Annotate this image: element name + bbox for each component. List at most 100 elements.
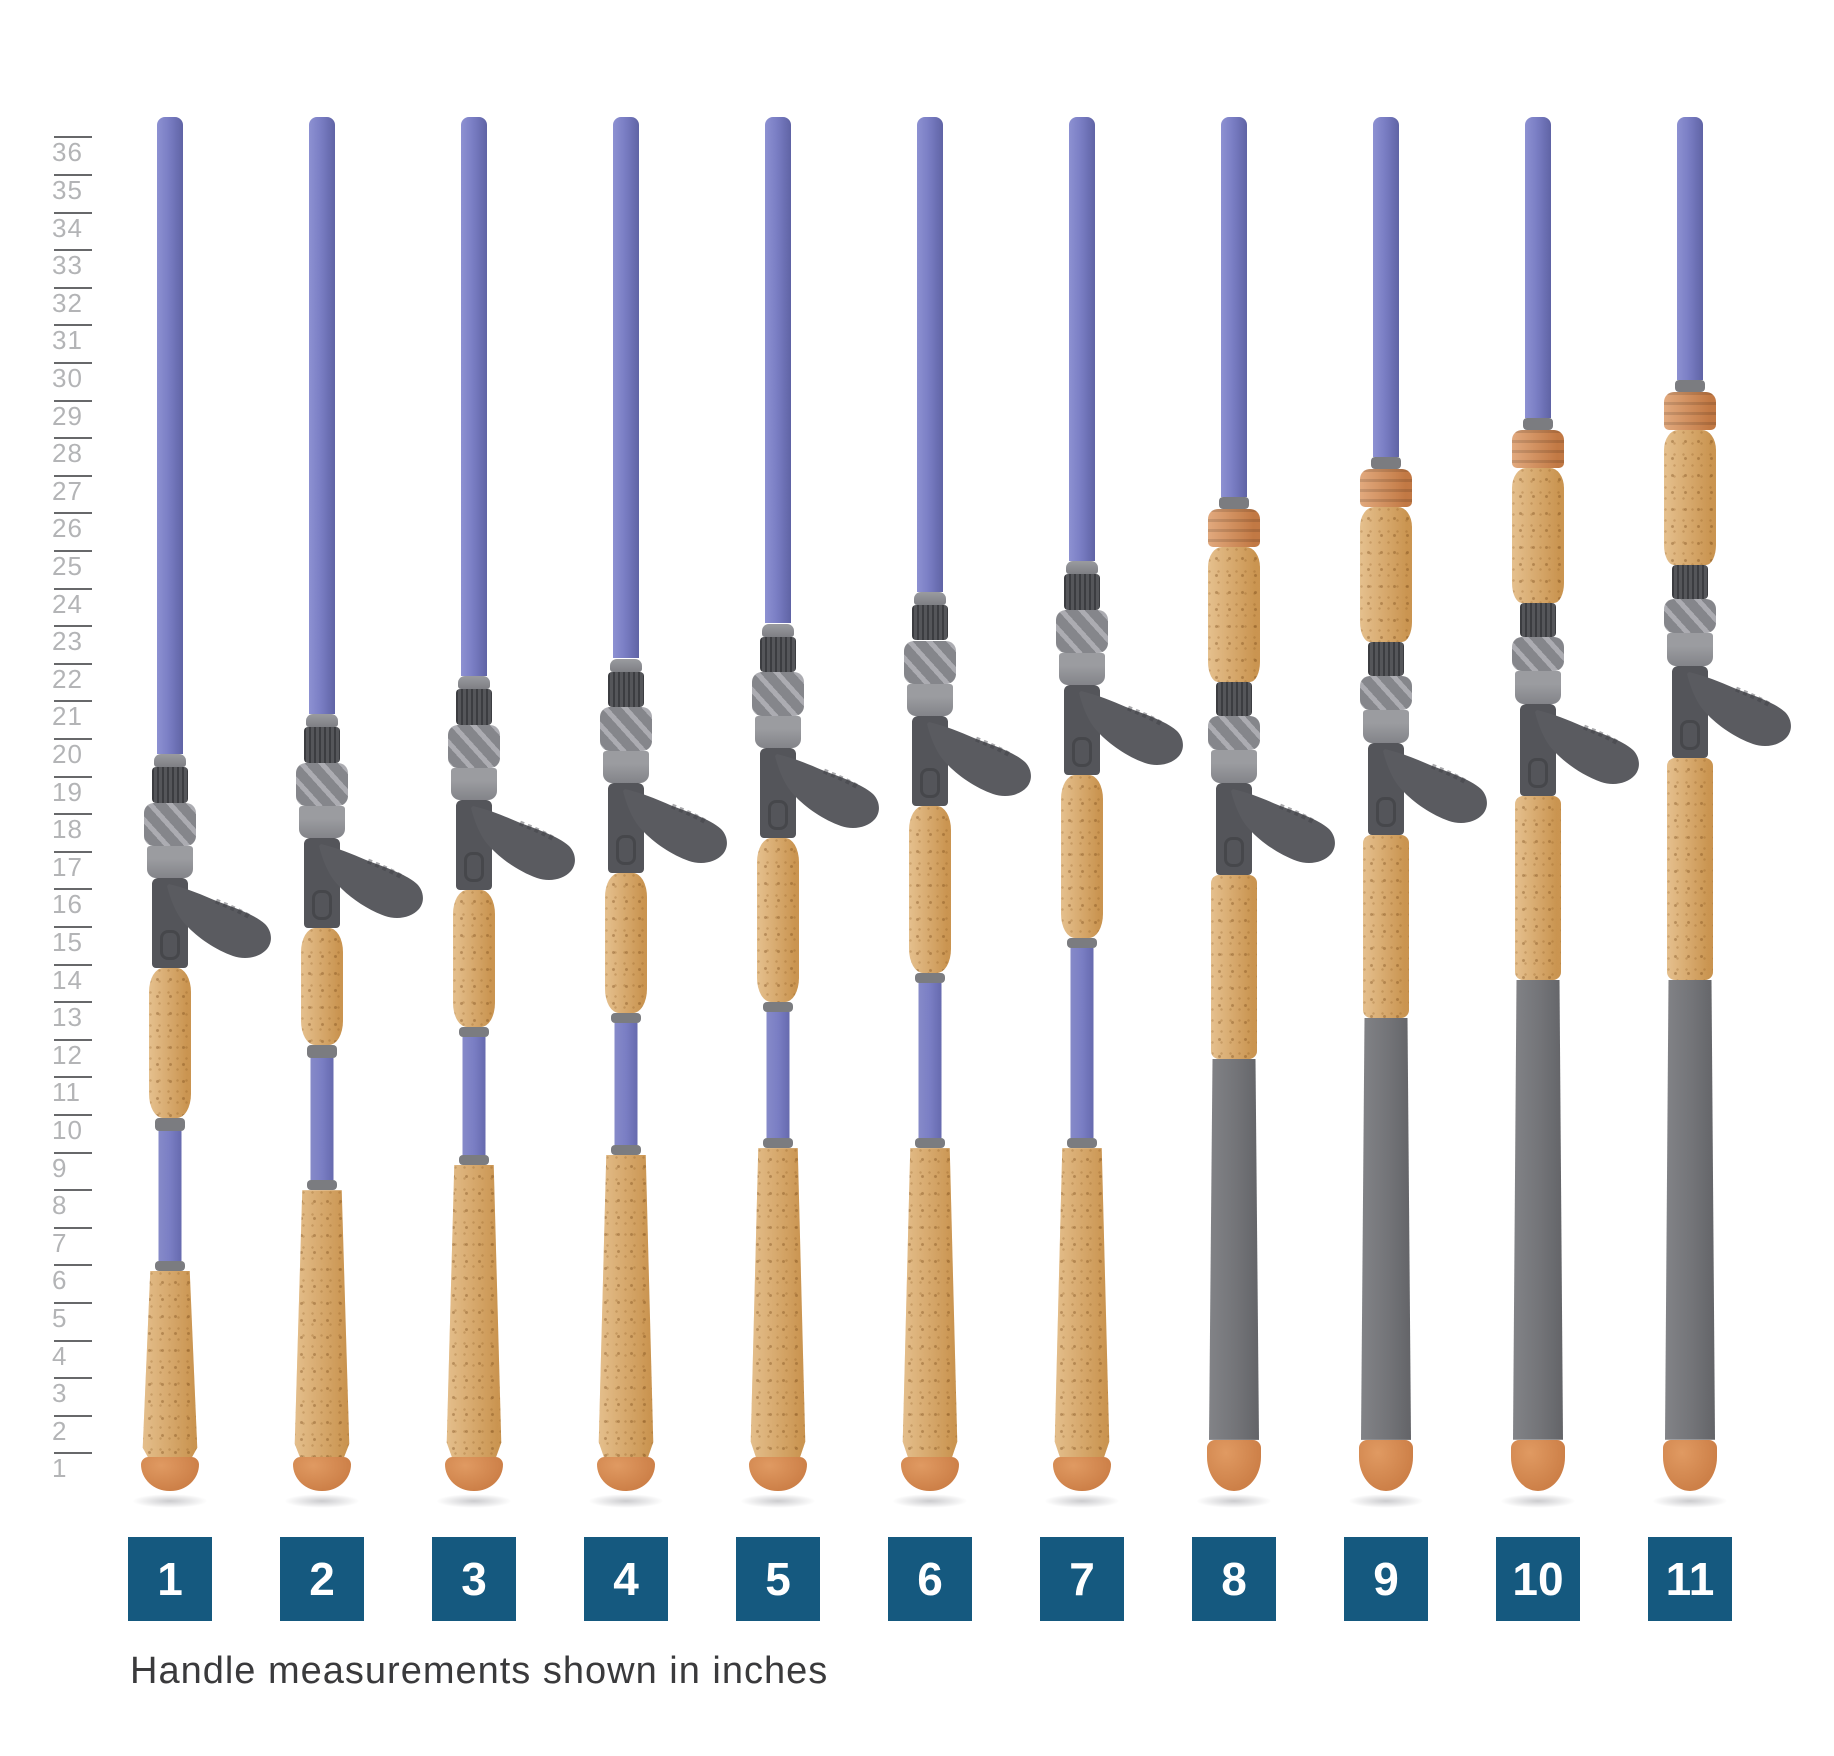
rod-part-hatch: [1512, 637, 1564, 671]
rod-part-buttB: [1207, 1439, 1261, 1491]
reel-seat-emblem: [616, 834, 636, 865]
rod-part-smooth: [603, 750, 649, 783]
ruler-tick-number: 9: [52, 1152, 68, 1183]
rod-part-threads: [760, 636, 796, 673]
rod-number-label-8: 8: [1192, 1537, 1276, 1621]
rod-8: [1174, 0, 1294, 1756]
rod-3: [414, 0, 534, 1756]
rod-2: [262, 0, 382, 1756]
trigger-grip: [622, 785, 732, 880]
rod-part-butt: [445, 1457, 503, 1491]
ruler-tick-line: [54, 662, 92, 665]
rod-part-threads: [1368, 642, 1404, 676]
rod-4: [566, 0, 686, 1756]
rod-number-label-7: 7: [1040, 1537, 1124, 1621]
rod-part-threads: [1064, 573, 1100, 610]
ruler-tick-line: [54, 174, 92, 176]
rod-number-label-10: 10: [1496, 1537, 1580, 1621]
ruler-tick-line: [54, 1226, 92, 1229]
caption: Handle measurements shown in inches: [130, 1650, 829, 1692]
reel-seat-emblem: [1376, 796, 1396, 827]
rod-part-corkrear: [1363, 834, 1409, 1018]
rod-number-label-9: 9: [1344, 1537, 1428, 1621]
ruler-tick-line: [54, 587, 92, 590]
rod-part-cap: [306, 713, 338, 727]
rod-part-hatch: [752, 672, 804, 716]
reel-seat-emblem: [1224, 837, 1244, 868]
rod-part-cap: [914, 591, 946, 605]
ruler-tick-line: [54, 1452, 92, 1455]
ruler-tick-number: 22: [52, 663, 83, 694]
rod-part-corkrear: [1515, 796, 1561, 981]
ruler-tick-number: 17: [52, 851, 83, 882]
rod-7: [1022, 0, 1142, 1756]
rod-part-butt: [1053, 1457, 1111, 1491]
ruler-tick-number: 27: [52, 475, 83, 506]
rod-part-grayGrip: [1209, 1059, 1259, 1440]
ruler-tick-number: 23: [52, 626, 83, 657]
rod-part-ring: [1219, 496, 1249, 509]
rod-part-gap: [1070, 948, 1094, 1138]
rod-part-corkfore: [1360, 507, 1412, 642]
rod-part-hatch: [296, 762, 348, 806]
rod-number-label-2: 2: [280, 1537, 364, 1621]
ruler-tick-line: [54, 474, 92, 477]
ruler-tick-line: [54, 1151, 92, 1154]
rod-part-buttB: [1511, 1439, 1565, 1491]
rod-part-hatch: [144, 802, 196, 847]
rod-10: [1478, 0, 1598, 1756]
rod-part-threads: [304, 727, 340, 763]
ruler-tick-number: 36: [52, 137, 83, 168]
rod-part-threads: [456, 689, 492, 725]
ruler-tick-number: 2: [52, 1415, 68, 1446]
ruler-tick-number: 3: [52, 1378, 68, 1409]
ruler-tick-number: 11: [52, 1077, 81, 1108]
rod-part-blank: [917, 116, 943, 592]
ruler-tick-line: [54, 362, 92, 364]
ruler-tick-number: 14: [52, 964, 83, 995]
rod-part-blank: [461, 116, 487, 676]
rod-part-hatch: [1664, 599, 1716, 633]
rod-part-ring: [459, 1154, 489, 1166]
rod-number-label-6: 6: [888, 1537, 972, 1621]
rod-part-orange: [1512, 429, 1564, 468]
ruler-tick-line: [54, 1038, 92, 1041]
rod-part-smooth: [755, 715, 801, 748]
rod-part-corktaper: [1054, 1148, 1110, 1458]
rod-part-gap: [614, 1022, 638, 1146]
rod-part-corktaper: [750, 1148, 806, 1458]
rod-part-ring: [1523, 417, 1553, 430]
rod-part-gap: [462, 1037, 486, 1155]
ruler-tick-line: [54, 850, 92, 853]
butt-shadow: [1500, 1494, 1576, 1508]
rod-part-grayGrip: [1361, 1018, 1411, 1440]
ruler-tick-number: 1: [52, 1453, 68, 1484]
ruler-tick-number: 35: [52, 175, 83, 205]
ruler-tick-number: 33: [52, 250, 83, 281]
ruler-tick-number: 25: [52, 551, 83, 581]
rod-part-smooth: [299, 805, 345, 838]
ruler-tick-line: [54, 399, 92, 402]
rod-part-cork: [909, 805, 951, 973]
rod-part-butt: [141, 1457, 199, 1491]
rod-part-ring: [915, 1137, 945, 1149]
rod-part-ring: [155, 1118, 185, 1132]
ruler-tick-number: 5: [52, 1303, 68, 1333]
rod-part-corktaper: [446, 1165, 502, 1458]
rod-part-blank: [1373, 116, 1399, 457]
rod-part-blank: [765, 116, 791, 624]
butt-shadow: [892, 1494, 968, 1508]
rod-part-cork: [757, 837, 799, 1002]
ruler-tick-line: [54, 738, 92, 740]
trigger-grip: [926, 718, 1036, 813]
rod-part-cork: [1061, 775, 1103, 938]
ruler-tick-number: 6: [52, 1265, 68, 1296]
ruler-tick-number: 26: [52, 513, 83, 544]
rod-part-butt: [293, 1457, 351, 1491]
rod-part-orange: [1664, 392, 1716, 430]
rod-part-blank: [157, 116, 183, 754]
rod-part-hatch: [904, 640, 956, 684]
ruler-tick-number: 30: [52, 363, 83, 393]
reel-seat-emblem: [1528, 758, 1548, 789]
